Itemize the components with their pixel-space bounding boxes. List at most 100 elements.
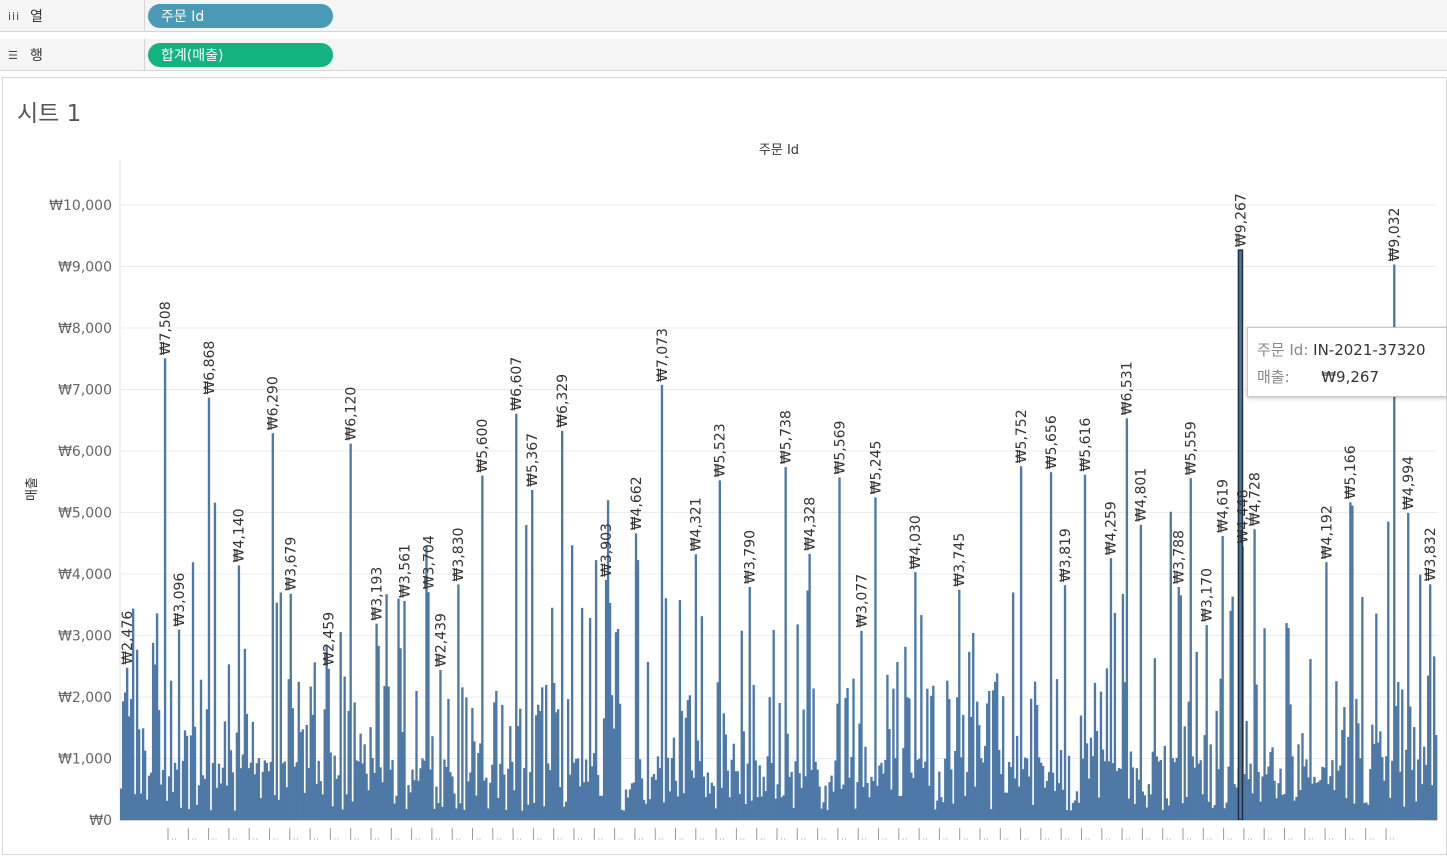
bar[interactable] [243,648,247,820]
bar[interactable] [754,760,757,820]
bar[interactable] [872,780,875,820]
bar[interactable] [1207,801,1210,820]
bar[interactable] [297,681,300,820]
bar[interactable] [421,758,424,820]
bar[interactable] [878,765,881,821]
bar[interactable] [714,808,717,820]
bar[interactable] [187,809,191,820]
bar[interactable] [704,797,708,820]
bar[interactable] [539,710,542,820]
bar[interactable] [638,759,642,820]
bar[interactable] [189,735,193,820]
bar[interactable] [1067,755,1071,820]
bar[interactable] [1389,797,1392,820]
bar[interactable] [173,762,177,820]
bar[interactable] [559,787,562,820]
bar[interactable] [1021,769,1025,820]
bar[interactable] [157,710,161,820]
bar[interactable] [728,797,731,820]
bar[interactable] [1383,780,1386,820]
bar[interactable] [918,758,921,820]
bar[interactable] [285,787,288,820]
bar[interactable] [555,712,558,820]
bar[interactable] [437,803,440,820]
bar[interactable] [527,804,530,820]
bar[interactable] [670,758,674,820]
bar[interactable] [409,792,412,820]
bar[interactable] [289,593,292,820]
bar[interactable] [211,762,215,820]
bar[interactable] [1173,762,1176,820]
bar[interactable] [231,772,235,820]
bar[interactable] [1001,696,1005,820]
bar[interactable] [1047,772,1051,820]
bar[interactable] [1277,783,1280,820]
bar[interactable] [890,789,893,820]
bar[interactable] [936,800,939,820]
bar[interactable] [1431,785,1434,820]
bar[interactable] [688,695,692,820]
bar[interactable] [387,686,390,820]
bar[interactable] [758,765,761,820]
bar[interactable] [852,678,855,820]
bar[interactable] [582,782,586,820]
bar[interactable] [1377,742,1380,820]
bar[interactable] [1005,792,1009,820]
bar[interactable] [1195,651,1198,820]
bar[interactable] [353,702,356,820]
bar[interactable] [513,790,516,820]
bar[interactable] [814,761,817,820]
bar[interactable] [1353,803,1356,820]
bar[interactable] [862,786,865,820]
bar[interactable] [1129,751,1133,820]
bar[interactable] [457,584,460,820]
bar[interactable] [1271,747,1274,820]
bar[interactable] [323,709,326,820]
bar[interactable] [1303,766,1306,820]
bar[interactable] [1085,743,1089,820]
bar[interactable] [383,686,386,820]
bar[interactable] [1309,659,1312,820]
bar[interactable] [770,762,773,820]
bar[interactable] [572,762,576,820]
bar[interactable] [371,757,374,820]
bar[interactable] [774,798,777,820]
bar[interactable] [219,783,223,820]
bar[interactable] [1335,681,1338,820]
bar[interactable] [337,775,340,820]
bar[interactable] [778,703,781,820]
bar[interactable] [309,686,312,820]
bar[interactable] [1365,802,1368,820]
bar[interactable] [1381,757,1384,820]
bar[interactable] [321,794,324,820]
bar[interactable] [804,776,807,820]
bar[interactable] [1305,759,1308,820]
bar[interactable] [1399,771,1402,820]
bar[interactable] [1003,792,1007,820]
bar[interactable] [175,769,179,820]
bar[interactable] [816,769,819,820]
bar[interactable] [535,715,538,820]
bar[interactable] [1059,749,1063,820]
bar[interactable] [153,664,157,820]
bar[interactable] [808,553,811,820]
bar[interactable] [596,774,600,820]
bar[interactable] [744,804,747,820]
bar[interactable] [311,714,314,820]
bar[interactable] [1371,724,1374,820]
bar[interactable] [1053,790,1057,820]
bar[interactable] [1191,756,1194,820]
bar[interactable] [143,750,147,820]
bar[interactable] [1131,767,1135,820]
bar[interactable] [1405,749,1408,820]
bar[interactable] [305,724,308,820]
bar[interactable] [664,598,668,820]
bar[interactable] [1045,781,1049,820]
bar[interactable] [984,745,987,820]
bar[interactable] [449,772,452,820]
bar[interactable] [1095,731,1099,820]
bar[interactable] [1387,521,1390,820]
bar[interactable] [1255,684,1258,820]
bar[interactable] [822,802,825,820]
bar[interactable] [958,589,961,820]
